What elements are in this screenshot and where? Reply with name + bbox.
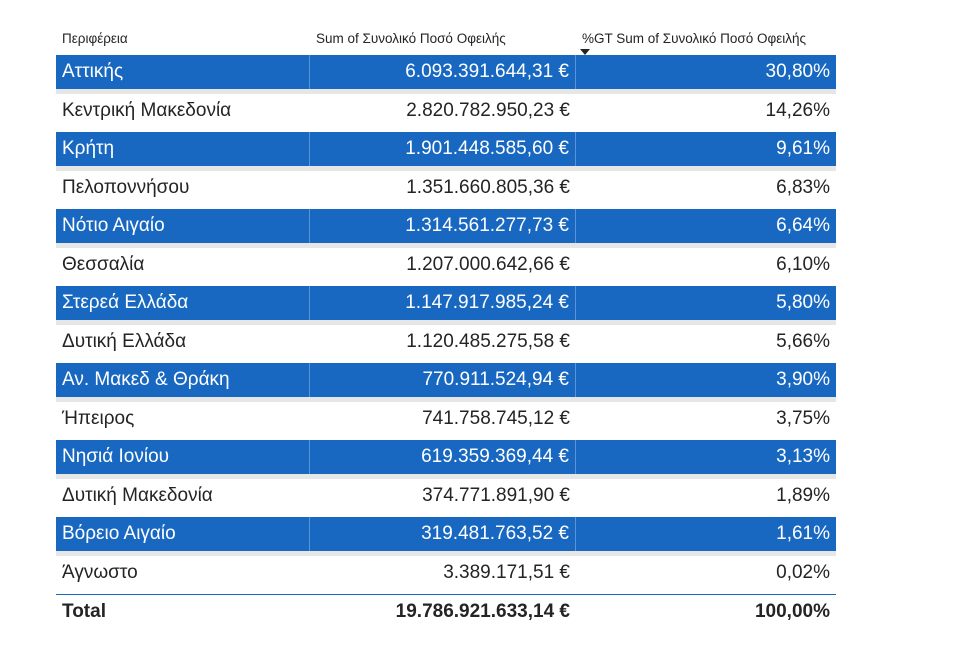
cell-sum: 2.820.782.950,23 € [406, 99, 570, 121]
table-row[interactable]: Δυτική Μακεδονία 374.771.891,90 € 1,89% [56, 478, 836, 517]
cell-pct: 6,64% [776, 215, 830, 237]
table-row[interactable]: Νότιο Αιγαίο 1.314.561.277,73 € 6,64% [56, 209, 836, 248]
cell-sum: 1.314.561.277,73 € [310, 209, 576, 248]
cell-pct: 3,75% [776, 407, 830, 429]
cell-region: Βόρειο Αιγαίο [56, 517, 310, 556]
table-row[interactable]: Βόρειο Αιγαίο 319.481.763,52 € 1,61% [56, 517, 836, 556]
cell-sum: 1.207.000.642,66 € [406, 253, 570, 275]
cell-sum: 1.120.485.275,58 € [406, 330, 570, 352]
sort-descending-icon [580, 49, 590, 55]
data-table: Περιφέρεια Sum of Συνολικό Ποσό Οφειλής … [56, 22, 836, 629]
cell-region: Κεντρική Μακεδονία [62, 99, 232, 121]
cell-region: Πελοποννήσου [62, 176, 190, 198]
table-row[interactable]: Κεντρική Μακεδονία 2.820.782.950,23 € 14,2… [56, 93, 836, 132]
cell-region: Αττικής [56, 55, 310, 94]
cell-sum: 3.389.171,51 € [443, 561, 570, 583]
cell-sum: 1.901.448.585,60 € [310, 132, 576, 171]
cell-sum: 1.351.660.805,36 € [406, 176, 570, 198]
cell-pct: 9,61% [776, 138, 830, 160]
cell-sum: 6.093.391.644,31 € [310, 55, 576, 94]
cell-pct: 5,66% [776, 330, 830, 352]
cell-pct: 0,02% [776, 561, 830, 583]
table-row[interactable]: Αν. Μακεδ & Θράκη 770.911.524,94 € 3,90% [56, 363, 836, 402]
cell-region: Αν. Μακεδ & Θράκη [56, 363, 310, 402]
cell-region: Νησιά Ιονίου [56, 440, 310, 479]
cell-pct: 6,10% [776, 253, 830, 275]
table-row[interactable]: Αττικής 6.093.391.644,31 € 30,80% [56, 55, 836, 94]
table-row[interactable]: Άγνωστο 3.389.171,51 € 0,02% [56, 555, 836, 594]
column-header-sum[interactable]: Sum of Συνολικό Ποσό Οφειλής [316, 31, 506, 46]
cell-pct: 3,90% [776, 369, 830, 391]
cell-pct: 5,80% [776, 292, 830, 314]
cell-sum: 374.771.891,90 € [422, 484, 570, 506]
total-sum: 19.786.921.633,14 € [395, 601, 570, 622]
cell-region: Στερεά Ελλάδα [56, 286, 310, 325]
column-header-pct-label: %GT Sum of Συνολικό Ποσό Οφειλής [582, 31, 806, 46]
cell-region: Θεσσαλία [62, 253, 145, 275]
total-pct: 100,00% [754, 601, 830, 622]
column-header-pct[interactable]: %GT Sum of Συνολικό Ποσό Οφειλής [576, 31, 836, 55]
cell-region: Νότιο Αιγαίο [56, 209, 310, 248]
table-body: Αττικής 6.093.391.644,31 € 30,80% Κεντρική … [56, 55, 836, 594]
cell-sum: 770.911.524,94 € [310, 363, 576, 402]
table-row[interactable]: Στερεά Ελλάδα 1.147.917.985,24 € 5,80% [56, 286, 836, 325]
cell-pct: 1,61% [776, 523, 830, 545]
table-row[interactable]: Ήπειρος 741.758.745,12 € 3,75% [56, 401, 836, 440]
table-row[interactable]: Κρήτη 1.901.448.585,60 € 9,61% [56, 132, 836, 171]
cell-region: Δυτική Μακεδονία [62, 484, 213, 506]
total-label: Total [62, 601, 106, 622]
cell-pct: 3,13% [776, 446, 830, 468]
cell-pct: 1,89% [776, 484, 830, 506]
cell-sum: 319.481.763,52 € [310, 517, 576, 556]
cell-pct: 14,26% [765, 99, 830, 121]
table-row[interactable]: Νησιά Ιονίου 619.359.369,44 € 3,13% [56, 440, 836, 479]
cell-region: Ήπειρος [62, 407, 135, 429]
cell-region: Άγνωστο [62, 561, 138, 583]
table-row[interactable]: Δυτική Ελλάδα 1.120.485.275,58 € 5,66% [56, 324, 836, 363]
cell-sum: 619.359.369,44 € [310, 440, 576, 479]
cell-region: Κρήτη [56, 132, 310, 171]
table-row[interactable]: Πελοποννήσου 1.351.660.805,36 € 6,83% [56, 170, 836, 209]
column-header-region[interactable]: Περιφέρεια [62, 31, 128, 46]
cell-sum: 741.758.745,12 € [422, 407, 570, 429]
cell-pct: 30,80% [765, 61, 830, 83]
cell-sum: 1.147.917.985,24 € [310, 286, 576, 325]
cell-pct: 6,83% [776, 176, 830, 198]
total-row: Total 19.786.921.633,14 € 100,00% [56, 594, 836, 629]
table-header: Περιφέρεια Sum of Συνολικό Ποσό Οφειλής … [56, 22, 836, 55]
cell-region: Δυτική Ελλάδα [62, 330, 187, 352]
table-row[interactable]: Θεσσαλία 1.207.000.642,66 € 6,10% [56, 247, 836, 286]
